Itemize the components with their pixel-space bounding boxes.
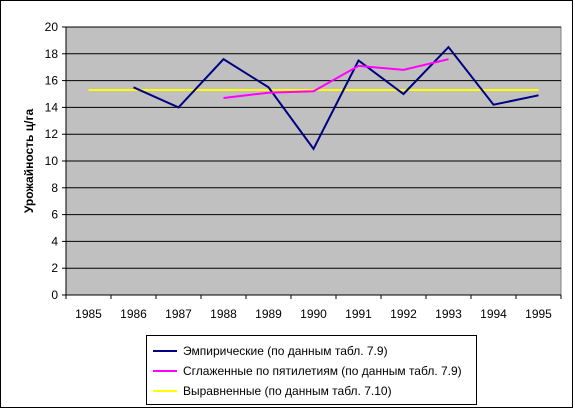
series-line-empirical — [133, 45, 539, 151]
legend-item-empirical: Эмпирические (по данным табл. 7.9) — [147, 342, 388, 360]
x-tick-label: 1988 — [210, 307, 237, 321]
y-tick-label: 2 — [51, 261, 58, 275]
legend-label-smoothed: Сглаженные по пятилетиям (по данным табл… — [183, 364, 462, 378]
y-tick-label: 8 — [51, 181, 58, 195]
legend-label-aligned: Выравненные (по данным табл. 7.10) — [183, 384, 392, 398]
y-tick-label: 16 — [45, 74, 59, 88]
legend-item-smoothed: Сглаженные по пятилетиям (по данным табл… — [147, 362, 462, 380]
y-tick-label: 20 — [45, 20, 59, 34]
x-tick-label: 1995 — [525, 307, 552, 321]
legend-item-aligned: Выравненные (по данным табл. 7.10) — [147, 382, 392, 400]
x-tick-label: 1993 — [435, 307, 462, 321]
y-tick-label: 4 — [51, 234, 58, 248]
y-tick-label: 14 — [45, 100, 59, 114]
x-tick-label: 1986 — [120, 307, 147, 321]
x-tick-label: 1990 — [300, 307, 327, 321]
x-tick-label: 1991 — [345, 307, 372, 321]
x-tick-label: 1985 — [75, 307, 102, 321]
y-tick-label: 18 — [45, 47, 59, 61]
y-axis-label: Урожайность ц/га — [22, 109, 36, 214]
y-tick-label: 6 — [51, 208, 58, 222]
y-tick-label: 10 — [45, 154, 59, 168]
y-tick-label: 12 — [45, 127, 59, 141]
series-lines — [88, 45, 539, 151]
legend-label-empirical: Эмпирические (по данным табл. 7.9) — [183, 344, 388, 358]
x-tick-label: 1987 — [165, 307, 192, 321]
x-tick-label: 1989 — [255, 307, 282, 321]
x-tick-label: 1992 — [390, 307, 417, 321]
legend-swatch-smoothed — [153, 370, 177, 372]
grid-lines — [66, 26, 561, 269]
y-axis-ticks: 0 2 4 6 8 10 12 14 16 18 20 — [45, 20, 67, 302]
legend-swatch-empirical — [153, 350, 177, 352]
x-axis-ticks: 1985 1986 1987 1988 1989 1990 1991 1992 1993 1994… — [65, 294, 562, 321]
x-tick-label: 1994 — [480, 307, 507, 321]
y-tick-label: 0 — [51, 288, 58, 302]
legend-swatch-aligned — [153, 390, 177, 392]
series-line-smoothed — [223, 58, 449, 99]
legend: Эмпирические (по данным табл. 7.9) Сглаж… — [146, 335, 477, 405]
